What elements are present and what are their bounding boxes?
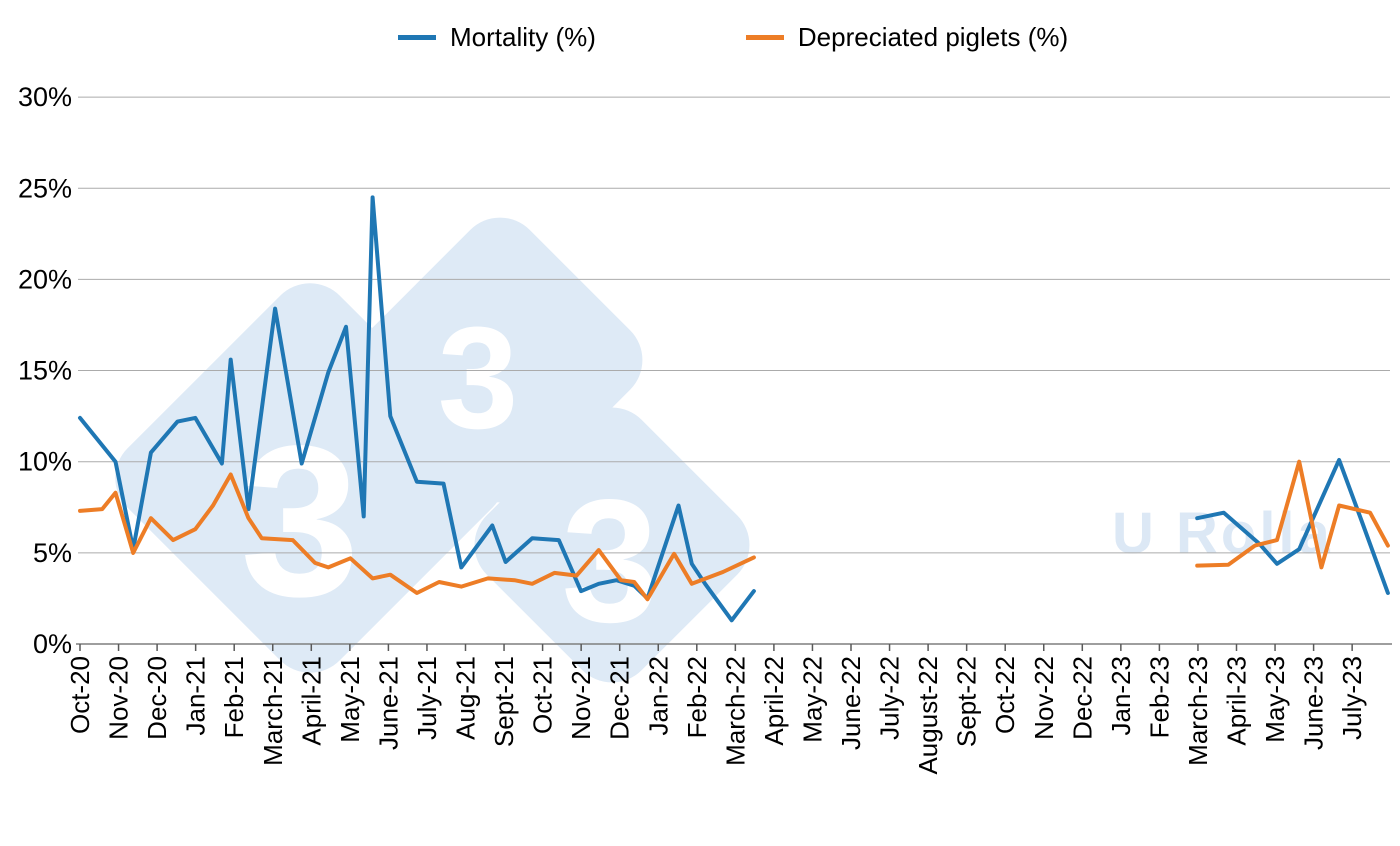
x-tick-label: June-21 [373, 656, 403, 750]
x-tick-label: April-22 [759, 656, 789, 746]
series-depreciated-piglets [78, 459, 1390, 602]
x-tick-label: Dec-22 [1067, 656, 1097, 740]
x-tick-label: March-23 [1183, 656, 1213, 766]
x-tick-label: March-21 [258, 656, 288, 766]
x-tick-label: Feb-22 [682, 656, 712, 738]
series-line [1195, 459, 1390, 570]
watermark-digit-3: 3 [561, 464, 658, 659]
x-tick-label: March-22 [720, 656, 750, 766]
y-tick-label: 30% [18, 82, 72, 112]
x-tick-label: Nov-21 [566, 656, 596, 740]
x-tick-label: Nov-20 [104, 656, 134, 740]
x-tick-label: Dec-21 [605, 656, 635, 740]
watermark-logo: 333 U Rolla [115, 217, 1333, 683]
x-tick-label: May-21 [335, 656, 365, 743]
chart-legend: Mortality (%) Depreciated piglets (%) [398, 22, 1068, 53]
legend-label-mortality: Mortality (%) [450, 22, 596, 52]
y-gridlines [76, 96, 1392, 645]
x-tick-label: Dec-20 [142, 656, 172, 740]
x-tick-label: June-22 [836, 656, 866, 750]
y-tick-label: 15% [18, 356, 72, 386]
legend-item-mortality: Mortality (%) [398, 22, 596, 53]
legend-label-depreciated-piglets: Depreciated piglets (%) [797, 22, 1069, 52]
x-tick-label: July-21 [412, 656, 442, 740]
y-tick-label: 10% [18, 447, 72, 477]
watermark-digit-3: 3 [438, 297, 519, 459]
x-tick-label: Nov-22 [1029, 656, 1059, 740]
y-axis-labels: 0% 5% 10% 15% 20% 25% 30% [18, 82, 72, 659]
x-tick-label: Feb-21 [219, 656, 249, 738]
series-line [78, 472, 756, 602]
x-tick-label: Feb-23 [1144, 656, 1174, 738]
x-tick-label: July-23 [1337, 656, 1367, 740]
y-tick-label: 5% [33, 538, 72, 568]
x-tick-label: Jan-22 [643, 656, 673, 736]
watermark-brand-text: U Rolla [1112, 501, 1333, 566]
watermark-digit-3: 3 [240, 400, 360, 641]
depreciated-piglets-line-swatch [745, 35, 784, 40]
legend-item-depreciated-piglets: Depreciated piglets (%) [745, 22, 1069, 53]
x-tick-label: June-23 [1299, 656, 1329, 750]
mortality-line-swatch [398, 35, 436, 40]
y-tick-label: 0% [33, 629, 72, 659]
x-tick-label: Sept-21 [489, 656, 519, 747]
x-tick-label: Jan-23 [1106, 656, 1136, 736]
y-tick-label: 25% [18, 173, 72, 203]
x-tick-label: Sept-22 [952, 656, 982, 747]
x-axis-labels: Oct-20 Nov-20 Dec-20 Jan-21 Feb-21 March-21 Ap… [65, 656, 1367, 775]
x-tick-label: May-22 [797, 656, 827, 743]
y-tick-label: 20% [18, 264, 72, 294]
x-tick-label: April-21 [296, 656, 326, 746]
x-tick-label: July-22 [875, 656, 905, 740]
watermark-diamond [474, 407, 750, 683]
x-tick-label: Oct-22 [990, 656, 1020, 734]
x-tick-label: April-23 [1222, 656, 1252, 746]
x-tick-label: Jan-21 [181, 656, 211, 736]
x-axis-ticks [79, 644, 1353, 651]
x-tick-label: August-22 [913, 656, 943, 775]
x-tick-label: Oct-20 [65, 656, 95, 734]
x-tick-label: Oct-21 [528, 656, 558, 734]
x-tick-label: Aug-21 [451, 656, 481, 740]
x-tick-label: May-23 [1260, 656, 1290, 743]
